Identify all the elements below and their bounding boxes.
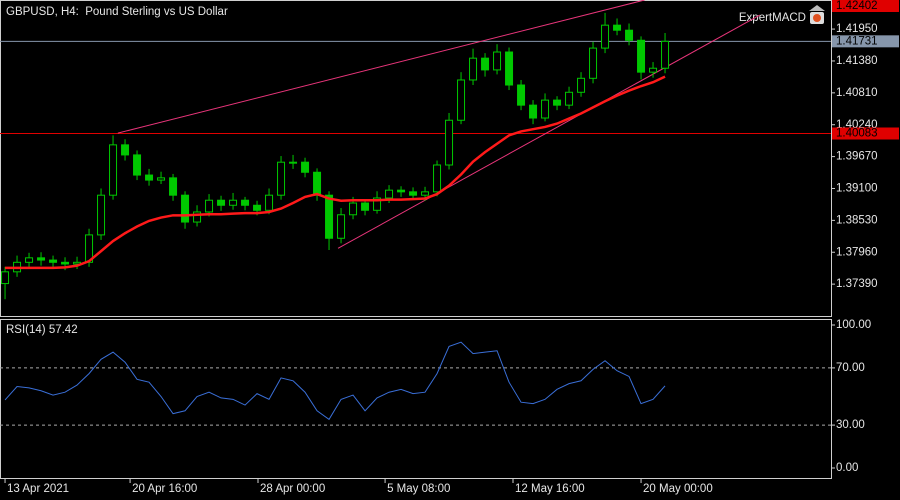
- candle-body: [349, 202, 358, 216]
- x-tick-label: 5 May 08:00: [387, 483, 450, 495]
- x-tick-label: 20 May 00:00: [643, 483, 713, 495]
- y-tick-label: 1.40810: [836, 87, 878, 99]
- candle-body: [421, 191, 430, 196]
- chart-title: GBPUSD, H4: Pound Sterling vs US Dollar: [6, 6, 228, 18]
- y-tick-label: 1.38530: [836, 214, 878, 226]
- candle-body: [409, 191, 418, 196]
- candle-body: [541, 99, 550, 119]
- trend-line: [337, 14, 761, 249]
- candle-body: [373, 197, 382, 211]
- candle-body: [493, 51, 502, 71]
- price-tag-box: [832, 35, 899, 48]
- trend-tag-box: [832, 0, 899, 12]
- candle-body: [385, 189, 394, 199]
- price-tag: 1.40083: [836, 128, 878, 140]
- y-tick-label: 1.41950: [836, 23, 878, 35]
- candle-body: [97, 194, 106, 236]
- candle-body: [457, 79, 466, 121]
- x-tick-label: 13 Apr 2021: [7, 483, 69, 495]
- y-tick-label: 100.00: [836, 319, 871, 331]
- rsi-line: [4, 341, 666, 421]
- candle-body: [205, 199, 214, 213]
- candle-body: [109, 144, 118, 196]
- expert-label: ExpertMACD: [739, 12, 806, 24]
- candle-body: [433, 164, 442, 193]
- y-tick-label: 1.37960: [836, 246, 878, 258]
- candle-body: [37, 257, 46, 261]
- expert-icon: [809, 5, 825, 24]
- x-tick-label: 28 Apr 00:00: [260, 483, 325, 495]
- candle-body: [145, 174, 154, 181]
- x-tick-label: 20 Apr 16:00: [132, 483, 197, 495]
- y-tick-label: 30.00: [836, 419, 865, 431]
- y-tick-label: 0.00: [836, 462, 858, 474]
- candle-body: [469, 57, 478, 81]
- candle-body: [49, 259, 58, 263]
- y-tick-label: 1.39670: [836, 151, 878, 163]
- candle-body: [253, 204, 262, 211]
- trend-line: [117, 0, 645, 134]
- y-tick-label: 70.00: [836, 362, 865, 374]
- trend-tag: 1.42402: [836, 0, 878, 12]
- candle-body: [169, 177, 178, 196]
- candle-body: [529, 104, 538, 119]
- candle-body: [649, 67, 658, 73]
- x-tick-label: 12 May 16:00: [515, 483, 585, 495]
- price-tag-box: [832, 127, 899, 140]
- y-tick-label: 1.37390: [836, 278, 878, 290]
- rsi-title: RSI(14) 57.42: [6, 324, 78, 336]
- y-tick-label: 1.39100: [836, 183, 878, 195]
- price-panel: [0, 0, 832, 317]
- candle-body: [133, 154, 142, 176]
- rsi-panel: [0, 319, 832, 479]
- candle-body: [1, 271, 10, 285]
- candle-body: [637, 39, 646, 73]
- candle-body: [289, 161, 298, 164]
- candle-body: [661, 40, 670, 69]
- candle-body: [625, 29, 634, 41]
- candle-body: [277, 161, 286, 196]
- candle-body: [565, 91, 574, 106]
- candle-body: [361, 202, 370, 211]
- candle-body: [301, 161, 310, 173]
- candle-body: [517, 84, 526, 106]
- candle-body: [337, 214, 346, 239]
- candle-body: [325, 194, 334, 239]
- candle-body: [265, 194, 274, 211]
- candle-body: [217, 199, 226, 206]
- candle-body: [577, 77, 586, 93]
- candle-body: [241, 199, 250, 206]
- candle-body: [229, 199, 238, 206]
- candle-body: [61, 261, 70, 265]
- candle-body: [397, 189, 406, 193]
- y-tick-label: 1.41380: [836, 55, 878, 67]
- candle-body: [613, 24, 622, 31]
- candle-body: [601, 24, 610, 49]
- candle-body: [157, 177, 166, 181]
- candle-body: [553, 99, 562, 106]
- candle-body: [181, 194, 190, 223]
- candle-body: [445, 119, 454, 166]
- candle-body: [505, 51, 514, 86]
- price-tag: 1.41731: [836, 35, 878, 47]
- candle-body: [193, 211, 202, 223]
- candle-body: [313, 171, 322, 196]
- candle-body: [121, 144, 130, 156]
- candle-body: [589, 47, 598, 79]
- candle-body: [481, 57, 490, 71]
- candle-body: [25, 257, 34, 263]
- moving-average: [5, 75, 666, 270]
